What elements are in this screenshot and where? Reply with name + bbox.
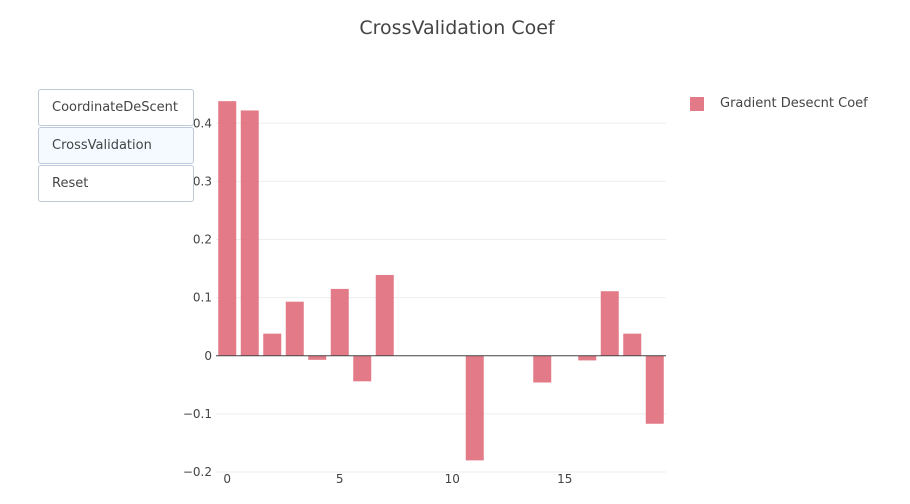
bar[interactable]: [375, 274, 394, 356]
bar[interactable]: [240, 110, 259, 356]
bar[interactable]: [285, 301, 304, 356]
legend[interactable]: Gradient Desecnt Coef: [690, 96, 868, 111]
update-menu: CoordinateDeScent CrossValidation Reset: [38, 89, 194, 203]
bar-layer: [218, 101, 664, 461]
y-tick-label: 0.1: [193, 291, 212, 305]
y-tick-label: 0.3: [193, 174, 212, 188]
legend-label: Gradient Desecnt Coef: [720, 96, 868, 111]
reset-button[interactable]: Reset: [38, 165, 194, 202]
y-tick-label: 0: [204, 349, 212, 363]
bar[interactable]: [600, 291, 619, 356]
y-tick-label: 0.4: [193, 116, 212, 130]
bar[interactable]: [330, 288, 349, 356]
bar[interactable]: [533, 355, 552, 383]
y-tick-label: 0.2: [193, 233, 212, 247]
x-tick-label: 10: [445, 472, 460, 486]
x-tick-label: 15: [557, 472, 572, 486]
grid-layer: [216, 122, 666, 473]
x-tick-label: 0: [223, 472, 231, 486]
legend-swatch: [690, 96, 704, 111]
bar[interactable]: [263, 333, 282, 356]
bar[interactable]: [465, 355, 484, 461]
x-tick-label: 5: [336, 472, 344, 486]
cross-validation-button[interactable]: CrossValidation: [38, 127, 194, 164]
chart-title: CrossValidation Coef: [359, 17, 556, 39]
coordinate-descent-button[interactable]: CoordinateDeScent: [38, 89, 194, 126]
bar[interactable]: [308, 355, 327, 360]
bar[interactable]: [353, 355, 372, 382]
y-tick-label: −0.2: [183, 465, 212, 479]
bar[interactable]: [645, 355, 664, 424]
bar[interactable]: [578, 355, 597, 361]
y-tick-label: −0.1: [183, 407, 212, 421]
bar[interactable]: [218, 101, 237, 356]
axis-layer: −0.2 −0.1 0 0.1 0.2 0.3 0.4 0 5 10 15: [183, 116, 666, 486]
bar[interactable]: [623, 333, 642, 356]
